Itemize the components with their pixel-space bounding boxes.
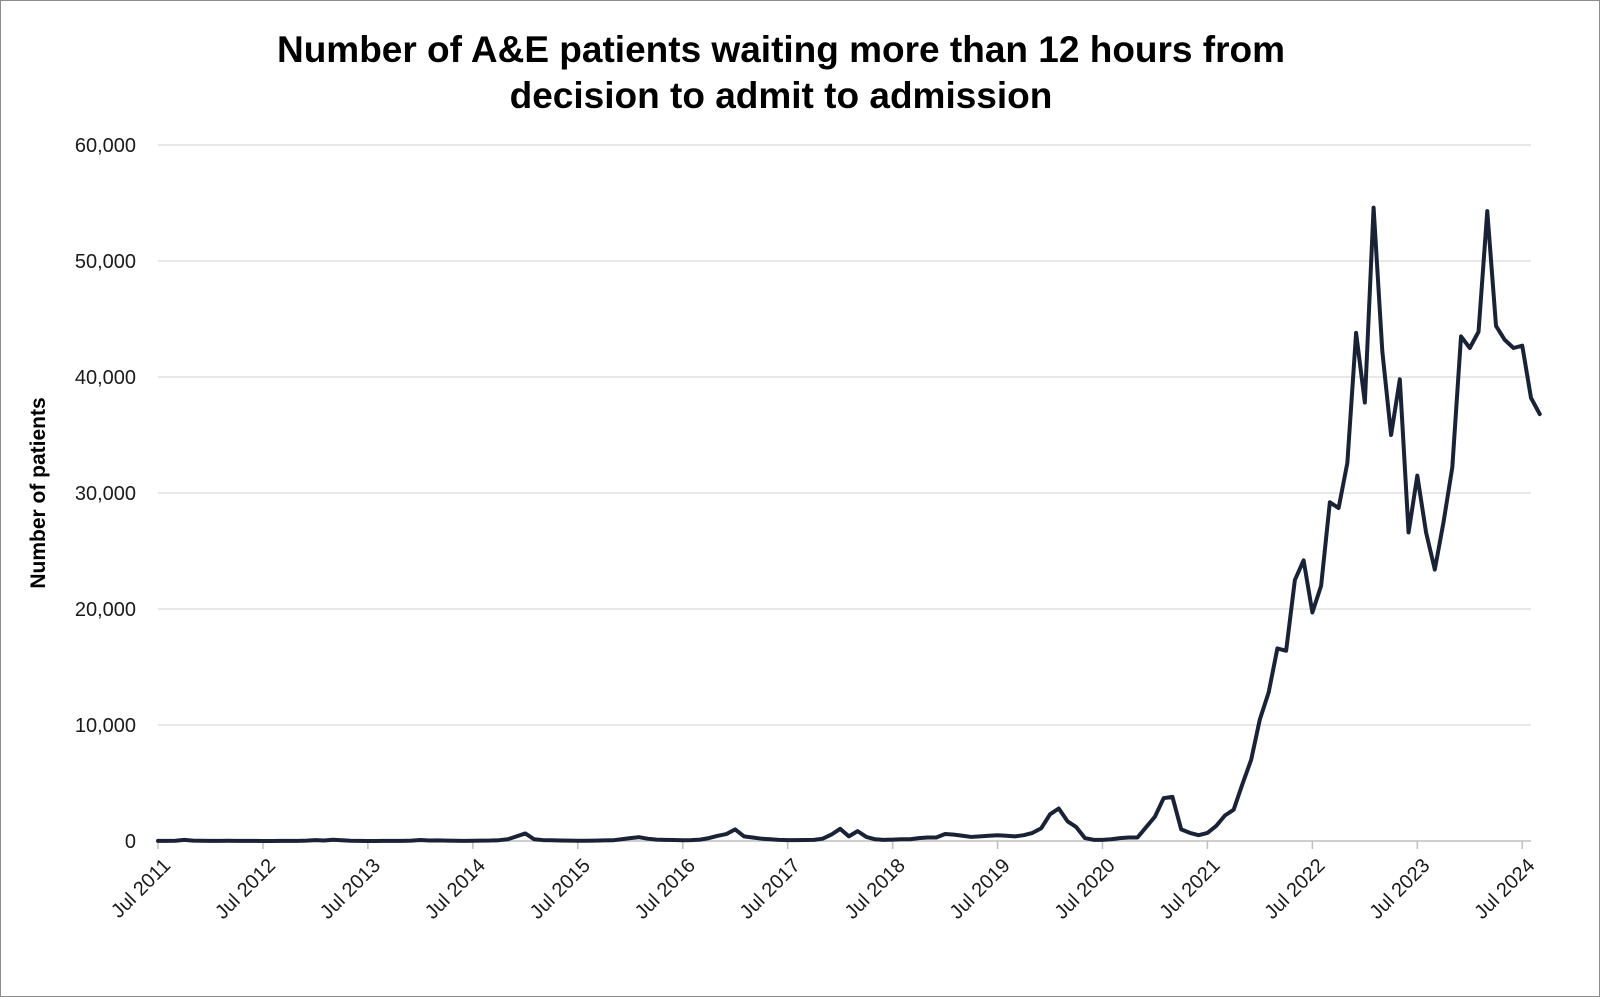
y-axis-label: Number of patients [27,397,50,588]
x-tick-label: Jul 2016 [631,855,700,924]
gridlines [158,144,1531,726]
x-tick-label: Jul 2018 [841,855,910,924]
series-layer [156,205,1542,843]
x-tick-label: Jul 2020 [1051,855,1120,924]
chart-title-line-1: Number of A&E patients waiting more than… [276,29,1285,70]
x-tick-label: Jul 2017 [736,855,805,924]
x-axis-ticks: Jul 2011 Jul 2012 Jul 2013 Jul 2014 Jul 2015… [107,841,1539,924]
y-tick-label: 50,000 [75,251,136,273]
x-tick-label: Jul 2019 [946,855,1015,924]
x-tick-label: Jul 2021 [1156,855,1225,924]
y-tick-label: 20,000 [75,599,136,621]
series-line [156,205,1542,843]
y-tick-label: 60,000 [75,135,136,157]
x-tick-label: Jul 2012 [211,855,280,924]
y-tick-label: 0 [125,831,136,853]
y-tick-label: 10,000 [75,715,136,737]
x-tick-label: Jul 2013 [316,855,385,924]
x-tick-label: Jul 2023 [1365,855,1434,924]
x-tick-label: Jul 2022 [1260,855,1329,924]
y-axis-ticks: 0 10,000 20,000 30,000 40,000 50,000 60,000 [75,135,136,853]
x-tick-label: Jul 2024 [1470,855,1539,924]
chart-title-line-2: decision to admit to admission [509,75,1053,116]
y-tick-label: 40,000 [75,367,136,389]
x-tick-label: Jul 2014 [421,855,490,924]
chart-title: Number of A&E patients waiting more than… [1,27,1561,119]
x-tick-label: Jul 2011 [107,855,175,923]
y-tick-label: 30,000 [75,483,136,505]
x-tick-label: Jul 2015 [526,855,595,924]
